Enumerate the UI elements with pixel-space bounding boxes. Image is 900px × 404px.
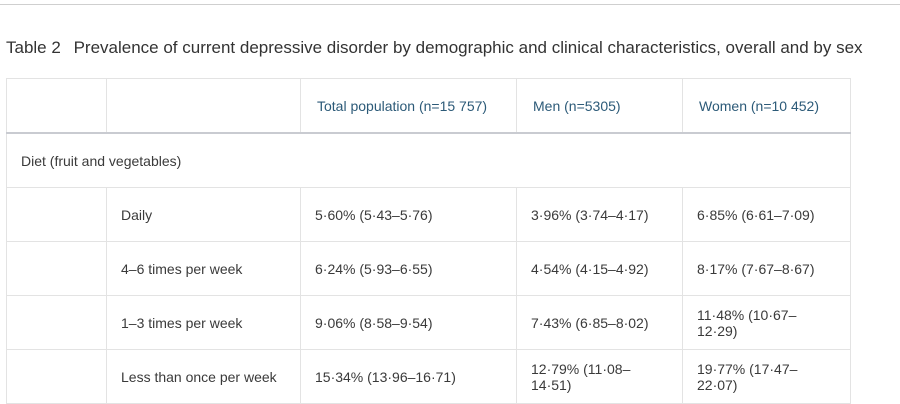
row-spacer bbox=[6, 187, 107, 242]
row-label: Daily bbox=[106, 187, 301, 242]
cell-women: 6·85% (6·61–7·09) bbox=[682, 187, 851, 242]
prevalence-table: Total population (n=15 757) Men (n=5305)… bbox=[6, 78, 851, 404]
header-empty-1 bbox=[6, 78, 107, 134]
table-row: Less than once per week 15·34% (13·96–16… bbox=[6, 349, 851, 404]
cell-total: 6·24% (5·93–6·55) bbox=[300, 241, 517, 296]
row-spacer bbox=[6, 349, 107, 404]
table-title: Prevalence of current depressive disorde… bbox=[73, 38, 863, 57]
cell-men: 12·79% (11·08–14·51) bbox=[516, 349, 683, 404]
cell-women: 11·48% (10·67–12·29) bbox=[682, 295, 851, 350]
cell-men: 4·54% (4·15–4·92) bbox=[516, 241, 683, 296]
cell-women: 8·17% (7·67–8·67) bbox=[682, 241, 851, 296]
header-men: Men (n=5305) bbox=[516, 78, 683, 134]
table-caption: Table 2 Prevalence of current depressive… bbox=[6, 38, 863, 58]
cell-women: 19·77% (17·47–22·07) bbox=[682, 349, 851, 404]
section-row: Diet (fruit and vegetables) bbox=[6, 132, 851, 188]
cell-total: 9·06% (8·58–9·54) bbox=[300, 295, 517, 350]
cell-total: 5·60% (5·43–5·76) bbox=[300, 187, 517, 242]
row-label: 1–3 times per week bbox=[106, 295, 301, 350]
table-row: 1–3 times per week 9·06% (8·58–9·54) 7·4… bbox=[6, 295, 851, 350]
cell-men: 7·43% (6·85–8·02) bbox=[516, 295, 683, 350]
table-row: Daily 5·60% (5·43–5·76) 3·96% (3·74–4·17… bbox=[6, 187, 851, 242]
row-spacer bbox=[6, 295, 107, 350]
header-total-population: Total population (n=15 757) bbox=[300, 78, 517, 134]
table-row: 4–6 times per week 6·24% (5·93–6·55) 4·5… bbox=[6, 241, 851, 296]
header-empty-2 bbox=[106, 78, 301, 134]
table-label: Table 2 bbox=[6, 38, 61, 57]
table-header-row: Total population (n=15 757) Men (n=5305)… bbox=[6, 78, 851, 134]
cell-men: 3·96% (3·74–4·17) bbox=[516, 187, 683, 242]
cell-total: 15·34% (13·96–16·71) bbox=[300, 349, 517, 404]
header-women: Women (n=10 452) bbox=[682, 78, 851, 134]
top-divider bbox=[0, 4, 900, 5]
row-label: Less than once per week bbox=[106, 349, 301, 404]
row-label: 4–6 times per week bbox=[106, 241, 301, 296]
section-label-diet: Diet (fruit and vegetables) bbox=[6, 132, 851, 188]
row-spacer bbox=[6, 241, 107, 296]
